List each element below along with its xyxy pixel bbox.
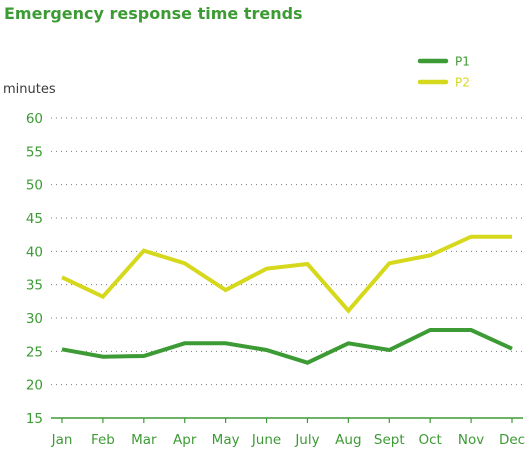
y-tick-label: 60 xyxy=(26,111,43,127)
y-tick-label: 50 xyxy=(26,178,43,194)
series-line-p1 xyxy=(61,328,513,365)
y-tick-label: 25 xyxy=(26,344,43,360)
x-tick-label: May xyxy=(212,432,240,448)
legend-label-p1: P1 xyxy=(455,55,470,69)
x-tick-label: Aug xyxy=(335,432,361,448)
gridlines xyxy=(51,117,523,386)
x-tick-label: Feb xyxy=(91,432,115,448)
y-tick-label: 55 xyxy=(26,144,43,160)
x-tick-label: Dec xyxy=(499,432,525,448)
y-axis-ticks: 15 20 25 30 35 40 45 50 55 60 xyxy=(26,111,43,427)
x-tick-label: Oct xyxy=(419,432,442,448)
series-lines xyxy=(61,234,513,365)
y-tick-label: 20 xyxy=(26,378,43,394)
x-tick-label: Mar xyxy=(131,432,157,448)
x-tick-label: Nov xyxy=(458,432,484,448)
x-tick-label: Apr xyxy=(173,432,197,448)
y-tick-label: 45 xyxy=(26,211,43,227)
series-line-p2 xyxy=(61,234,512,314)
chart-title: Emergency response time trends xyxy=(4,4,303,23)
x-tick-label: Sept xyxy=(374,432,405,448)
y-axis-label: minutes xyxy=(3,82,56,97)
x-tick-label: June xyxy=(251,432,281,448)
y-tick-label: 15 xyxy=(26,411,43,427)
x-tick-label: July xyxy=(294,432,319,448)
y-tick-label: 40 xyxy=(26,244,43,260)
x-axis-ticks: Jan Feb Mar Apr May June July Aug Sept Oct Nov Dec xyxy=(51,418,525,448)
legend-label-p2: P2 xyxy=(455,76,470,90)
x-tick-label: Jan xyxy=(51,432,73,448)
legend: P1 P2 xyxy=(417,55,470,90)
y-tick-label: 35 xyxy=(26,278,43,294)
y-tick-label: 30 xyxy=(26,311,43,327)
